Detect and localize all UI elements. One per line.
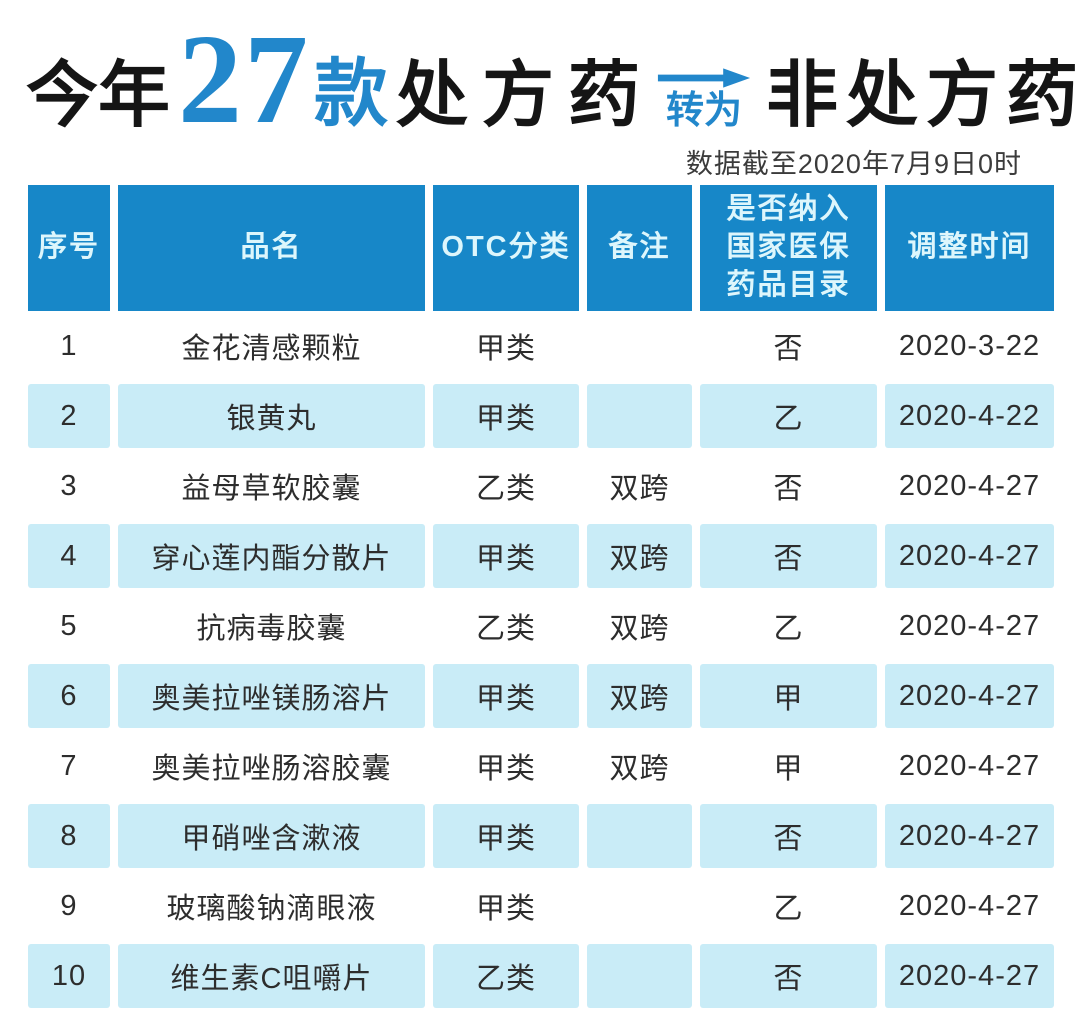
cell-insurance: 乙 bbox=[773, 893, 804, 925]
cell-name: 穿心莲内酯分散片 bbox=[118, 524, 425, 588]
table-row: 6 奥美拉唑镁肠溶片 甲类 双跨 甲 2020-4-27 bbox=[28, 661, 1054, 731]
table-row: 5 抗病毒胶囊 乙类 双跨 乙 2020-4-27 bbox=[28, 591, 1054, 661]
table-body: 1 金花清感颗粒 甲类 否 2020-3-22 2 银黄丸 甲类 乙 2020-… bbox=[28, 311, 1054, 1011]
table-header-row: 序号 品名 OTC分类 备注 是否纳入 国家医保 药品目录 调整时间 bbox=[28, 185, 1054, 311]
cell-insurance: 否 bbox=[773, 333, 804, 365]
cell-otc-class: 乙类 bbox=[475, 613, 536, 645]
cell-date: 2020-4-27 bbox=[898, 469, 1041, 502]
cell-note: 双跨 bbox=[609, 473, 670, 505]
table-row: 3 益母草软胶囊 乙类 双跨 否 2020-4-27 bbox=[28, 451, 1054, 521]
cell-note bbox=[587, 311, 692, 381]
cell-note bbox=[587, 871, 692, 941]
cell-insurance: 乙 bbox=[700, 384, 877, 448]
cell-note: 双跨 bbox=[609, 613, 670, 645]
title-block: 今年 27 款 处方药 转为 非处方药 数据截至2020年7月9日0时 bbox=[0, 0, 1080, 181]
header-cell-note: 备注 bbox=[587, 185, 692, 311]
cell-otc-class: 甲类 bbox=[433, 804, 579, 868]
cell-no: 2 bbox=[28, 384, 110, 448]
cell-date: 2020-3-22 bbox=[898, 329, 1041, 362]
cell-otc-class: 甲类 bbox=[433, 384, 579, 448]
page-title: 今年 27 款 处方药 转为 非处方药 bbox=[26, 8, 1078, 151]
cell-name: 奥美拉唑镁肠溶片 bbox=[118, 664, 425, 728]
header-cell-date: 调整时间 bbox=[885, 185, 1054, 311]
cell-name: 甲硝唑含漱液 bbox=[118, 804, 425, 868]
cell-note bbox=[587, 804, 692, 868]
drug-table: 序号 品名 OTC分类 备注 是否纳入 国家医保 药品目录 调整时间 1 金花清… bbox=[28, 185, 1054, 1011]
cell-name: 益母草软胶囊 bbox=[181, 473, 362, 505]
table-row: 1 金花清感颗粒 甲类 否 2020-3-22 bbox=[28, 311, 1054, 381]
cell-name: 奥美拉唑肠溶胶囊 bbox=[151, 753, 392, 785]
cell-name: 抗病毒胶囊 bbox=[196, 613, 347, 645]
cell-date: 2020-4-27 bbox=[885, 944, 1054, 1008]
title-prefix: 今年 bbox=[26, 56, 171, 136]
cell-otc-class: 甲类 bbox=[475, 753, 536, 785]
title-from-text: 处方药 bbox=[396, 56, 655, 136]
cell-name: 玻璃酸钠滴眼液 bbox=[166, 893, 377, 925]
cell-no: 1 bbox=[60, 329, 78, 362]
cell-insurance: 甲 bbox=[773, 753, 804, 785]
data-cutoff-note: 数据截至2020年7月9日0时 bbox=[685, 149, 1022, 179]
right-arrow-icon bbox=[657, 68, 751, 88]
conversion-arrow-group: 转为 bbox=[656, 66, 752, 130]
cell-no: 4 bbox=[28, 524, 110, 588]
cell-otc-class: 甲类 bbox=[475, 333, 536, 365]
table-row: 7 奥美拉唑肠溶胶囊 甲类 双跨 甲 2020-4-27 bbox=[28, 731, 1054, 801]
cell-otc-class: 甲类 bbox=[433, 664, 579, 728]
cell-no: 5 bbox=[60, 609, 78, 642]
title-to-text: 非处方药 bbox=[766, 56, 1080, 136]
cell-date: 2020-4-27 bbox=[898, 749, 1041, 782]
cell-insurance: 甲 bbox=[700, 664, 877, 728]
cell-insurance: 否 bbox=[700, 524, 877, 588]
cell-date: 2020-4-27 bbox=[898, 609, 1041, 642]
cell-no: 6 bbox=[28, 664, 110, 728]
cell-no: 10 bbox=[28, 944, 110, 1008]
cell-insurance: 乙 bbox=[773, 613, 804, 645]
cell-note: 双跨 bbox=[587, 524, 692, 588]
cell-no: 9 bbox=[60, 889, 78, 922]
table-row: 4 穿心莲内酯分散片 甲类 双跨 否 2020-4-27 bbox=[28, 521, 1054, 591]
cell-insurance: 否 bbox=[700, 944, 877, 1008]
table-row: 9 玻璃酸钠滴眼液 甲类 乙 2020-4-27 bbox=[28, 871, 1054, 941]
header-cell-otc: OTC分类 bbox=[433, 185, 579, 311]
cell-note bbox=[587, 384, 692, 448]
cell-date: 2020-4-22 bbox=[885, 384, 1054, 448]
cell-no: 3 bbox=[60, 469, 78, 502]
title-count: 27 bbox=[178, 8, 311, 151]
cell-no: 7 bbox=[60, 749, 78, 782]
cell-insurance: 否 bbox=[773, 473, 804, 505]
cell-date: 2020-4-27 bbox=[885, 524, 1054, 588]
cell-otc-class: 甲类 bbox=[433, 524, 579, 588]
arrow-label: 转为 bbox=[666, 90, 743, 132]
cell-name: 银黄丸 bbox=[118, 384, 425, 448]
cell-note: 双跨 bbox=[587, 664, 692, 728]
cell-otc-class: 乙类 bbox=[475, 473, 536, 505]
cell-insurance: 否 bbox=[700, 804, 877, 868]
cell-name: 金花清感颗粒 bbox=[181, 333, 362, 365]
cell-otc-class: 甲类 bbox=[475, 893, 536, 925]
cell-otc-class: 乙类 bbox=[433, 944, 579, 1008]
cell-name: 维生素C咀嚼片 bbox=[118, 944, 425, 1008]
header-cell-no: 序号 bbox=[28, 185, 110, 311]
header-cell-insurance: 是否纳入 国家医保 药品目录 bbox=[700, 185, 877, 311]
cell-date: 2020-4-27 bbox=[885, 664, 1054, 728]
table-row: 8 甲硝唑含漱液 甲类 否 2020-4-27 bbox=[28, 801, 1054, 871]
table-row: 2 银黄丸 甲类 乙 2020-4-22 bbox=[28, 381, 1054, 451]
header-cell-name: 品名 bbox=[118, 185, 425, 311]
title-count-unit: 款 bbox=[314, 54, 389, 136]
cell-date: 2020-4-27 bbox=[885, 804, 1054, 868]
cell-no: 8 bbox=[28, 804, 110, 868]
cell-date: 2020-4-27 bbox=[898, 889, 1041, 922]
cell-note bbox=[587, 944, 692, 1008]
cell-note: 双跨 bbox=[609, 753, 670, 785]
table-row: 10 维生素C咀嚼片 乙类 否 2020-4-27 bbox=[28, 941, 1054, 1011]
